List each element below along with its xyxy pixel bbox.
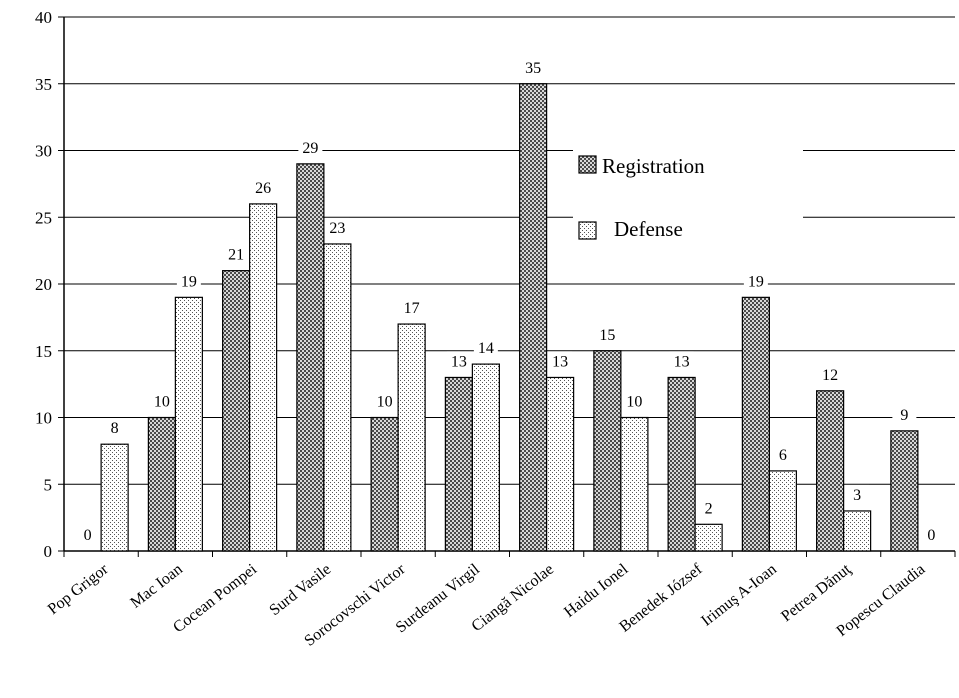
x-category-label: Benedek József (616, 560, 706, 635)
y-tick-label: 25 (35, 208, 52, 227)
value-label: 13 (552, 353, 568, 370)
value-label: 10 (154, 394, 170, 411)
bar-registration (742, 297, 769, 551)
value-labels: 0102129101335151319129819262317141310263… (76, 58, 944, 545)
y-tick-label: 30 (35, 142, 52, 161)
value-label: 35 (525, 60, 541, 77)
bar-registration (148, 418, 175, 552)
value-label: 6 (779, 447, 787, 464)
value-label: 23 (329, 220, 345, 237)
value-label: 10 (377, 394, 393, 411)
legend-label-defense: Defense (614, 217, 683, 241)
value-label: 3 (853, 487, 861, 504)
bar-registration (445, 377, 472, 551)
value-label: 26 (255, 180, 271, 197)
legend: Registration Defense (573, 150, 803, 246)
bar-defense (621, 418, 648, 552)
bar-defense (175, 297, 202, 551)
value-label: 19 (748, 273, 764, 290)
value-label: 17 (404, 300, 420, 317)
value-label: 15 (599, 327, 615, 344)
bar-defense (324, 244, 351, 551)
bar-defense (472, 364, 499, 551)
x-category-label: Haidu Ionel (561, 560, 632, 621)
value-label: 13 (451, 353, 467, 370)
bar-registration (520, 84, 547, 551)
bar-registration (594, 351, 621, 551)
x-category-label: Pop Grigor (45, 560, 112, 618)
legend-swatch-defense (579, 222, 596, 239)
bar-registration (297, 164, 324, 551)
bar-defense (769, 471, 796, 551)
bar-registration (668, 377, 695, 551)
y-tick-label: 10 (35, 409, 52, 428)
value-label: 12 (822, 367, 838, 384)
bar-defense (101, 444, 128, 551)
value-label: 21 (228, 247, 244, 264)
bar-registration (371, 418, 398, 552)
bar-defense (250, 204, 277, 551)
legend-label-registration: Registration (602, 154, 705, 178)
bar-defense (695, 524, 722, 551)
bar-registration (223, 271, 250, 551)
y-tick-label: 35 (35, 75, 52, 94)
y-tick-label: 0 (44, 542, 53, 561)
value-label: 10 (626, 394, 642, 411)
bar-defense (844, 511, 871, 551)
value-label: 9 (900, 407, 908, 424)
value-label: 13 (674, 353, 690, 370)
bar-defense (398, 324, 425, 551)
x-category-label: Mac Ioan (127, 561, 185, 612)
x-category-label: Surd Vasile (266, 561, 334, 619)
y-tick-label: 40 (35, 8, 52, 27)
y-tick-label: 20 (35, 275, 52, 294)
x-category-label: Petrea Dănuţ (778, 560, 854, 625)
x-category-label: Irimuş A-Ioan (698, 561, 780, 630)
value-label: 8 (111, 420, 119, 437)
bar-defense (547, 377, 574, 551)
legend-bg (573, 216, 803, 246)
legend-swatch-registration (579, 156, 596, 173)
y-tick-label: 15 (35, 342, 52, 361)
bar-registration (891, 431, 918, 551)
bar-registration (817, 391, 844, 551)
value-label: 0 (84, 527, 92, 544)
value-label: 29 (302, 140, 318, 157)
value-label: 14 (478, 340, 494, 357)
value-label: 19 (181, 273, 197, 290)
value-label: 2 (705, 500, 713, 517)
x-category-label: Ciangă Nicolae (469, 561, 558, 635)
y-tick-label: 5 (44, 475, 53, 494)
value-label: 0 (927, 527, 935, 544)
